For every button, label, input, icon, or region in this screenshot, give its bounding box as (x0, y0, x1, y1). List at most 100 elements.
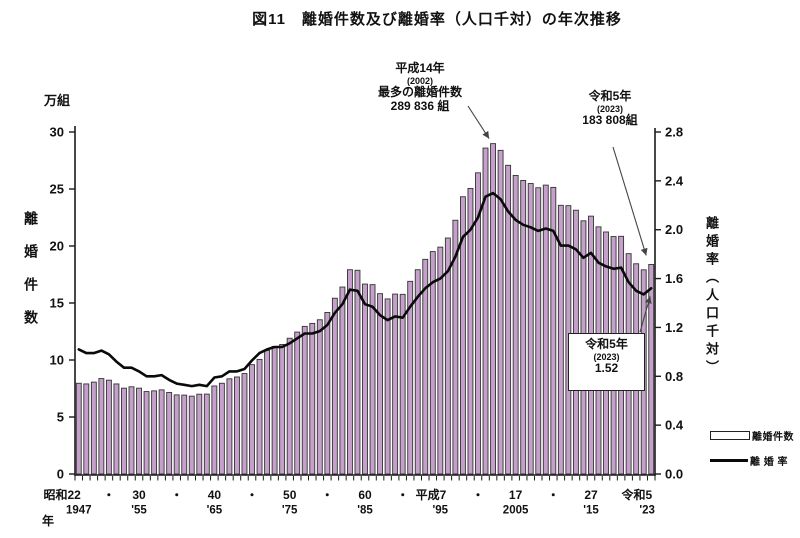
x-era-label: 27 (584, 488, 598, 502)
bar-1994 (429, 251, 436, 475)
bar-1948 (83, 383, 90, 475)
right-tick-label: 0.0 (665, 467, 683, 482)
x-era-label: ・ (321, 488, 333, 502)
right-axis-ticks: 0.0 0.4 0.8 1.2 1.6 2.0 2.4 2.8 (655, 125, 684, 482)
bar-1999 (467, 187, 474, 475)
arrow-latest-count (612, 146, 648, 256)
bar-1976 (294, 331, 301, 475)
bar-1980 (324, 312, 331, 475)
left-tick-label: 20 (50, 239, 64, 254)
bar-1987 (377, 293, 383, 475)
bar-1979 (316, 319, 323, 475)
x-year-label: '95 (433, 505, 449, 517)
bar-2011 (557, 204, 564, 475)
x-year-label: '23 (639, 505, 655, 517)
left-axis-ticks: 0 5 10 15 20 25 30 (50, 125, 75, 482)
x-year-label: '85 (357, 505, 373, 517)
x-era-label: ・ (103, 488, 115, 502)
bar-swatch-icon (710, 431, 750, 440)
bar-2005 (512, 174, 519, 475)
bar-1953 (121, 387, 127, 475)
bar-1971 (256, 358, 263, 475)
bar-1966 (218, 382, 225, 475)
bar-1965 (211, 385, 218, 475)
bar-1967 (226, 378, 233, 475)
left-axis-unit: 万組 (44, 93, 71, 108)
x-axis-unit: 年 (42, 514, 55, 528)
x-axis-ticks (74, 476, 656, 481)
bar-1974 (279, 344, 286, 475)
annotation-latest-count-2023: 令和5年 (2023) 183 808組 (552, 89, 668, 128)
bar-2023 (648, 264, 655, 475)
annotation-line: 最多の離婚件数 (377, 85, 462, 100)
legend-item-divorce-rate: 離 婚 率 (710, 453, 794, 468)
bar-2006 (520, 179, 527, 475)
chart-title: 図11 離婚件数及び離婚率（人口千対）の年次推移 (252, 11, 622, 28)
annotation-line: 令和5年 (588, 89, 632, 103)
annotation-line: 令和5年 (585, 337, 628, 351)
left-tick-label: 10 (50, 353, 64, 368)
annotation-line: 183 808組 (582, 113, 638, 128)
right-tick-label: 2.4 (665, 173, 684, 188)
bar-1972 (264, 349, 271, 475)
x-year-label: 1947 (66, 505, 92, 517)
bar-1998 (459, 196, 466, 475)
bar-1947 (75, 382, 82, 475)
legend: 離婚件数 離 婚 率 (710, 428, 794, 478)
bar-1949 (90, 381, 97, 475)
bar-1969 (241, 373, 248, 475)
x-era-label: ・ (472, 488, 484, 502)
bar-1954 (128, 386, 135, 475)
left-tick-label: 5 (57, 410, 64, 425)
bar-1992 (414, 269, 421, 475)
x-era-label: 40 (208, 488, 222, 502)
bar-1958 (158, 389, 165, 475)
bar-2004 (505, 164, 512, 475)
divorce-count-bars (75, 143, 655, 475)
x-era-label: ・ (397, 488, 409, 502)
x-year-label: '15 (583, 505, 599, 517)
bar-1977 (301, 325, 308, 475)
bar-1990 (399, 293, 406, 475)
bar-2001 (482, 147, 489, 475)
x-era-label: 50 (283, 488, 297, 502)
bar-1970 (249, 364, 255, 475)
annotation-line: 289 836 組 (390, 98, 450, 113)
bar-1985 (362, 283, 368, 475)
left-tick-label: 25 (50, 182, 64, 197)
annotation-peak-2002: 平成14年 (2002) 最多の離婚件数 289 836 組 (357, 61, 483, 114)
bar-2009 (542, 184, 549, 475)
x-era-label: ・ (171, 488, 183, 502)
left-tick-label: 0 (57, 467, 64, 482)
bar-1952 (113, 383, 120, 475)
legend-label: 離婚件数 (752, 432, 794, 443)
bar-1956 (143, 391, 150, 475)
bar-1964 (203, 393, 210, 475)
x-era-label: 30 (132, 488, 146, 502)
bar-1978 (309, 322, 316, 475)
legend-label: 離 婚 率 (750, 457, 789, 468)
bar-1996 (444, 237, 451, 475)
x-era-label: ・ (547, 488, 559, 502)
bar-1960 (173, 394, 180, 475)
x-era-label: ・ (246, 488, 258, 502)
bar-1951 (105, 379, 112, 475)
right-tick-label: 1.2 (665, 320, 683, 335)
bar-1975 (286, 337, 293, 475)
bar-1989 (392, 293, 399, 475)
bar-1973 (271, 345, 278, 475)
bar-2003 (497, 149, 504, 475)
annotation-line: (2023) (596, 103, 623, 114)
right-tick-label: 0.8 (665, 369, 683, 384)
annotation-line: 平成14年 (395, 61, 445, 75)
bar-1997 (452, 219, 459, 475)
bar-1968 (234, 376, 240, 475)
bar-1988 (384, 298, 391, 475)
right-tick-label: 2.0 (665, 222, 683, 237)
bar-2010 (550, 186, 557, 475)
x-era-label: 17 (509, 488, 523, 502)
annotation-line: (2023) (593, 351, 620, 362)
arrow-latest-rate (639, 296, 652, 333)
x-era-label: 60 (358, 488, 372, 502)
